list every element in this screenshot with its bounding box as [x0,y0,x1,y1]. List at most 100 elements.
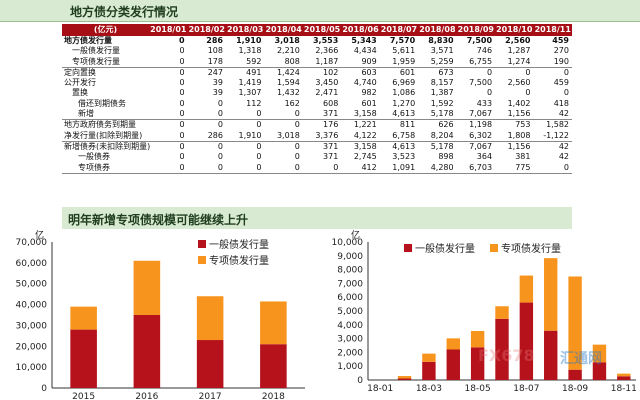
y-tick-label: 70,000 [16,238,48,248]
y-tick-label: 6,000 [337,293,363,303]
y-tick-label: 2,000 [337,348,363,358]
table-cell: 603 [341,66,380,79]
table-cell: 178 [207,56,223,66]
legend-label: 专项债发行量 [209,254,269,267]
table-cell: 1,402 [507,98,531,108]
table-cell: 3,018 [274,36,300,45]
table-cell: 6,755 [469,56,493,66]
table-cell: 3,450 [315,78,339,88]
table-cell: 0 [217,152,223,162]
table-cell: 0 [495,66,534,79]
table-row: 置换 0 39 1,307 1,432 2,471 982 1,086 1,387 0 0 0 [62,88,572,98]
row-label: 地方政府债务到期量 [62,119,150,131]
table-cell: 0 [533,162,572,174]
row-label: 一般债发行量 [72,46,120,56]
table-cell: 592 [246,56,262,66]
x-tick-label: 18-11 [611,384,637,394]
special-bond-bar [592,344,607,363]
row-label: 地方债发行量 [64,36,112,45]
axis-unit-label: 亿 [351,230,360,241]
table-cell: 673 [418,66,457,79]
table-row: 一般债发行量 0 108 1,318 2,210 2,366 4,434 5,611 3,571… [62,46,572,56]
table-cell: 459 [552,36,569,45]
column-header: 2018/09 [456,24,496,36]
issuance-table: (亿元) 2018/01 2018/02 2018/03 2018/04 201… [62,24,572,174]
table-cell: 7,067 [469,109,493,119]
y-tick-label: 7,000 [337,279,363,289]
table-cell: 1,432 [276,88,300,98]
table-cell: 1,582 [533,119,572,131]
table-cell: 1,419 [238,78,262,88]
monthly-issuance-chart: 亿 0 1,000 2,000 3,000 4,000 5,000 6,000 7,000 8,0… [332,230,637,394]
table-cell: 1,221 [341,119,380,131]
table-cell: 42 [533,140,572,153]
table-cell: 1,592 [430,98,454,108]
special-bond-bar [568,276,582,370]
table-cell: 7,500 [469,78,493,88]
table-cell: 808 [284,56,300,66]
x-tick-label: 18-09 [562,384,588,394]
table-cell: 2,366 [315,46,339,56]
special-bond-bar [544,258,558,331]
table-cell: 0 [179,78,185,88]
axis-unit-label: 亿 [35,230,44,241]
table-cell: 3,376 [315,130,339,140]
table-cell: 0 [294,152,300,162]
special-bond-bar [70,306,97,330]
table-cell: 0 [179,130,185,140]
y-tick-label: 20,000 [16,342,48,352]
watermark-logo: 汇通网 [560,351,602,367]
table-cell: 102 [302,66,342,79]
special-bond-bar [397,376,412,379]
table-cell: 0 [179,88,185,98]
table-row: 地方政府债务到期量 0 0 0 0 176 1,221 811 626 1,198 753 1,582 [62,119,572,131]
table-cell: 371 [302,140,342,153]
row-label: 新增债券(未扣除到期量) [62,140,151,153]
general-bond-bar [544,330,558,380]
table-cell: 112 [246,98,262,108]
page-title: 地方债分类发行情况 [70,5,179,19]
x-tick-label: 18-05 [465,384,491,394]
table-cell: 3,523 [392,152,416,162]
table-cell: 418 [553,98,569,108]
table-cell: 4,740 [353,78,377,88]
table-cell: 0 [179,46,185,56]
column-header: 2018/07 [379,24,419,36]
column-header: 2018/06 [341,24,380,36]
table-cell: 0 [179,109,185,119]
special-bond-bar [519,275,534,303]
row-label: 专项债券 [62,162,150,174]
table-cell: 39 [212,78,223,88]
table-cell: 1,959 [392,56,416,66]
table-cell: 433 [476,98,493,108]
table-cell: 8,204 [430,130,454,140]
table-row: 定向置换 0 247 491 1,424 102 603 601 673 0 0 0 [62,66,572,79]
table-cell: 2,560 [507,78,531,88]
general-bond-bar [519,302,534,380]
column-header: 2018/04 [264,24,303,36]
table-cell: 108 [207,46,223,56]
table-cell: 0 [149,162,188,174]
special-bond-bar [196,296,224,341]
table-cell: 5,611 [392,46,416,56]
table-cell: 1,424 [264,66,303,79]
x-tick-label: 2015 [72,392,95,400]
y-tick-label: 9,000 [337,252,363,262]
general-bond-bar [260,344,287,388]
x-tick-label: 2017 [199,392,222,400]
table-cell: 190 [553,56,569,66]
table-cell: 3,158 [341,140,380,153]
table-cell: 0 [225,119,265,131]
legend-swatch [198,256,206,264]
column-header: 2018/05 [302,24,342,36]
table-cell: 1,387 [430,88,454,98]
table-cell: 0 [179,56,185,66]
table-cell: 286 [206,36,223,45]
x-tick-label: 2016 [135,392,158,400]
unit-header: (亿元) [62,24,150,36]
y-tick-label: 0 [357,376,363,386]
legend-swatch [198,240,206,248]
column-header: 2018/08 [418,24,457,36]
annual-issuance-chart: 亿 0 10,000 20,000 30,000 40,000 50,000 60,000 70… [16,230,305,400]
legend-swatch [490,244,498,252]
